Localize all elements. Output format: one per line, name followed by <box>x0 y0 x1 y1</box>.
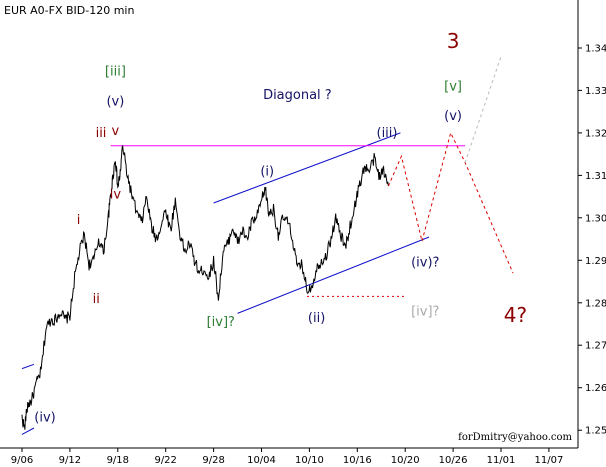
lower-channel-line <box>237 236 430 314</box>
mini-channel-upper <box>21 363 35 370</box>
wave-label: (iv) <box>34 411 55 426</box>
wave-label: iii <box>96 126 107 141</box>
x-tick-label: 10/26 <box>439 455 468 466</box>
wave-label: 4? <box>504 303 527 327</box>
wave-label: (v) <box>444 109 462 124</box>
author-credit: forDmitry@yahoo.com <box>458 432 572 443</box>
y-tick-label: 1.29 <box>585 256 606 267</box>
x-tick-label: 9/18 <box>107 455 129 466</box>
wave-label: i <box>77 213 81 228</box>
y-axis-ticks: 1.25 1.26 1.27 1.28 1.29 1.30 1.31 1.32 1.33 1.34 <box>578 44 606 437</box>
chart-title: EUR A0-FX BID-120 min <box>4 4 134 17</box>
x-tick-label: 9/28 <box>202 455 224 466</box>
x-tick-label: 9/12 <box>59 455 81 466</box>
wave-label: [v] <box>444 79 462 94</box>
mini-channel-lower <box>21 427 35 435</box>
y-tick-label: 1.26 <box>585 383 606 394</box>
y-tick-label: 1.27 <box>585 341 606 352</box>
x-axis-ticks: 9/06 9/12 9/18 9/22 9/28 10/04 10/10 10/16 10/20… <box>11 448 563 466</box>
wave-label: (ii) <box>308 311 325 326</box>
y-tick-label: 1.33 <box>585 86 606 97</box>
wave-label: [iv]? <box>411 305 439 320</box>
wave-label: (iv)? <box>411 256 439 271</box>
wave-label: 3 <box>447 29 460 53</box>
alt-forecast-path <box>464 56 502 163</box>
y-tick-label: 1.34 <box>585 44 606 55</box>
wave-label: iv <box>110 188 122 203</box>
x-tick-label: 10/04 <box>247 455 276 466</box>
wave-labels: Diagonal ? 3 [v] (v) (iii) (i) (iv)? (ii) [iv]? [… <box>34 29 527 426</box>
wave-label: v <box>112 124 120 139</box>
price-series <box>21 145 389 430</box>
x-tick-label: 11/01 <box>487 455 516 466</box>
wave-label: (v) <box>106 94 124 109</box>
price-line <box>21 145 389 430</box>
trend-channel <box>21 132 430 435</box>
x-tick-label: 10/10 <box>295 455 324 466</box>
y-tick-label: 1.30 <box>585 213 606 224</box>
forecast-paths <box>387 56 514 274</box>
y-tick-label: 1.28 <box>585 298 606 309</box>
wave-label: (i) <box>260 164 274 179</box>
x-tick-label: 11/07 <box>534 455 563 466</box>
upper-channel-line <box>213 132 401 204</box>
x-tick-label: 9/22 <box>154 455 176 466</box>
x-tick-label: 10/20 <box>391 455 420 466</box>
y-tick-label: 1.32 <box>585 128 606 139</box>
wave-label: [iv]? <box>207 315 235 330</box>
wave-label: ii <box>93 292 100 307</box>
wave-label: (iii) <box>377 126 398 141</box>
wave-label: Diagonal ? <box>263 88 332 103</box>
y-tick-label: 1.25 <box>585 426 606 437</box>
wave-label: [iii] <box>105 65 126 80</box>
y-tick-label: 1.31 <box>585 171 606 182</box>
forecast-path <box>387 131 514 274</box>
x-tick-label: 10/16 <box>343 455 372 466</box>
x-tick-label: 9/06 <box>11 455 33 466</box>
